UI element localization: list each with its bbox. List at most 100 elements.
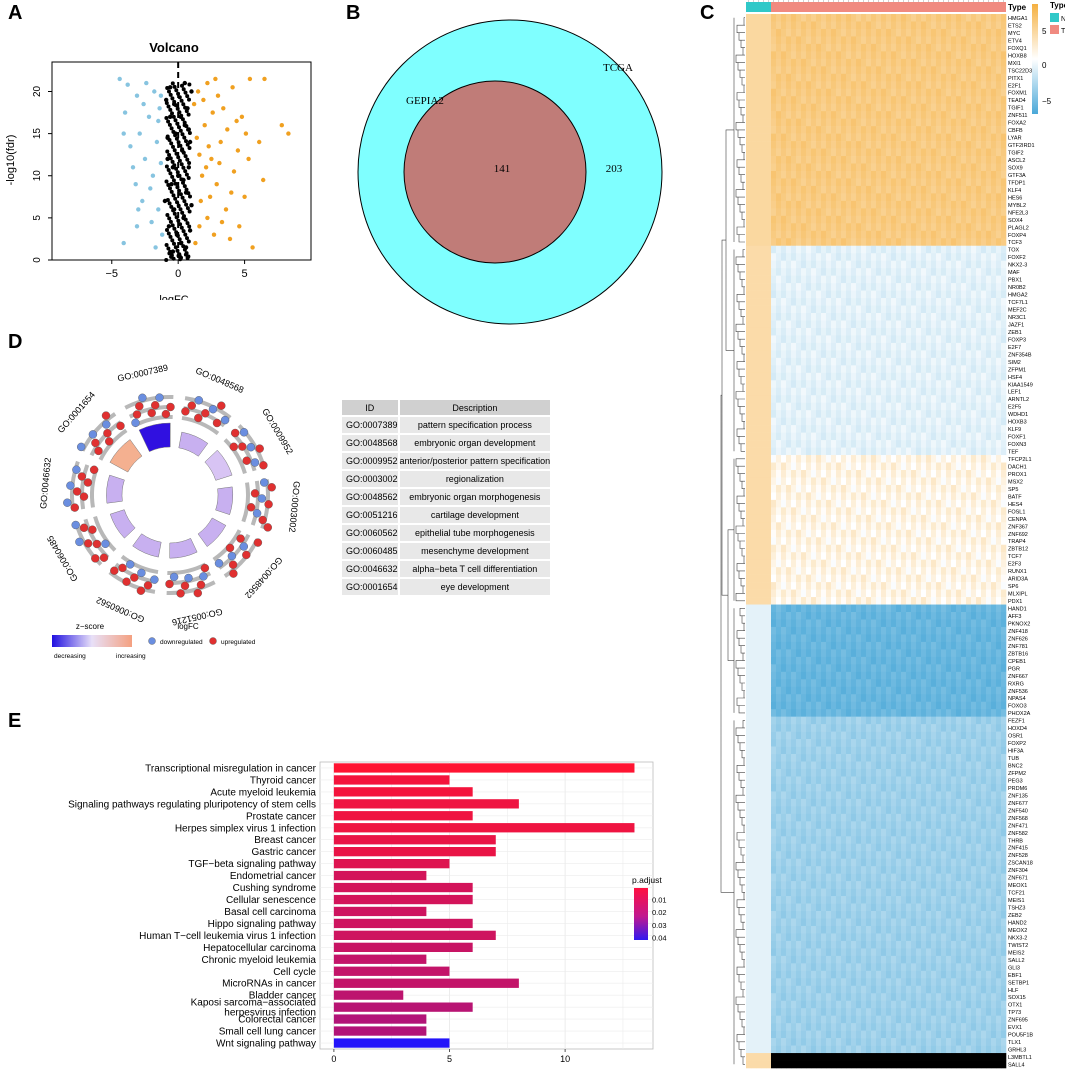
volcano-point [170, 96, 174, 100]
heatmap-cell [991, 365, 996, 373]
heatmap-cell [901, 582, 906, 590]
heatmap-cell [1001, 298, 1006, 306]
heatmap-cell [956, 664, 961, 672]
heatmap-cell [841, 59, 846, 67]
heatmap-cell [851, 126, 856, 134]
heatmap-cell [786, 186, 791, 194]
heatmap-cell [786, 545, 791, 553]
heatmap-cell [771, 149, 776, 157]
heatmap-cell [901, 246, 906, 254]
heatmap-cell [831, 522, 836, 530]
heatmap-cell [936, 463, 941, 471]
heatmap-cell [796, 455, 801, 463]
heatmap-cell [821, 66, 826, 74]
heatmap-cell [996, 380, 1001, 388]
heatmap-cell [946, 223, 951, 231]
heatmap-cell [941, 507, 946, 515]
heatmap-cell [771, 679, 776, 687]
heatmap-cell [866, 582, 871, 590]
heatmap-cell [746, 552, 751, 560]
heatmap-cell [796, 530, 801, 538]
volcano-point [153, 245, 157, 249]
heatmap-cell [821, 485, 826, 493]
heatmap-cell [901, 605, 906, 613]
heatmap-cell [776, 515, 781, 523]
heatmap-cell [906, 134, 911, 142]
heatmap-cell [956, 306, 961, 314]
heatmap-cell [841, 14, 846, 22]
heatmap-cell [816, 164, 821, 172]
heatmap-cell [866, 657, 871, 665]
heatmap-cell [981, 51, 986, 59]
heatmap-cell [746, 291, 751, 299]
heatmap-cell [916, 500, 921, 508]
heatmap-cell [791, 470, 796, 478]
heatmap-cell [896, 178, 901, 186]
heatmap-cell [911, 320, 916, 328]
heatmap-cell [771, 328, 776, 336]
heatmap-cell [916, 403, 921, 411]
heatmap-cell [946, 186, 951, 194]
heatmap-cell [756, 74, 761, 82]
heatmap-cell [751, 208, 756, 216]
heatmap-cell [906, 208, 911, 216]
heatmap-cell [846, 74, 851, 82]
heatmap-cell [841, 395, 846, 403]
heatmap-cell [876, 246, 881, 254]
heatmap-cell [886, 66, 891, 74]
heatmap-cell [901, 51, 906, 59]
heatmap-cell [1001, 418, 1006, 426]
heatmap-cell [871, 365, 876, 373]
heatmap-cell [851, 433, 856, 441]
heatmap-cell [971, 373, 976, 381]
heatmap-cell [821, 343, 826, 351]
heatmap-cell [821, 306, 826, 314]
heatmap-cell [876, 126, 881, 134]
heatmap-cell [891, 149, 896, 157]
heatmap-cell [1001, 642, 1006, 650]
volcano-point [181, 102, 185, 106]
heatmap-cell [776, 141, 781, 149]
heatmap-cell [766, 560, 771, 568]
heatmap-cell [836, 171, 841, 179]
heatmap-cell [906, 51, 911, 59]
heatmap-cell [836, 74, 841, 82]
heatmap-cell [761, 403, 766, 411]
heatmap-cell [996, 223, 1001, 231]
heatmap-cell [821, 350, 826, 358]
heatmap-cell [896, 537, 901, 545]
heatmap-cell [871, 537, 876, 545]
heatmap-cell [951, 455, 956, 463]
heatmap-cell [946, 320, 951, 328]
heatmap-cell [886, 448, 891, 456]
heatmap-cell [941, 380, 946, 388]
heatmap-cell [856, 350, 861, 358]
heatmap-cell [886, 298, 891, 306]
heatmap-cell [951, 515, 956, 523]
heatmap-cell [766, 178, 771, 186]
heatmap-cell [746, 590, 751, 598]
heatmap-cell [811, 358, 816, 366]
heatmap-cell [791, 597, 796, 605]
heatmap-cell [891, 679, 896, 687]
heatmap-cell [791, 612, 796, 620]
heatmap-cell [931, 605, 936, 613]
heatmap-cell [891, 627, 896, 635]
heatmap-cell [906, 537, 911, 545]
heatmap-cell [921, 485, 926, 493]
heatmap-cell [941, 634, 946, 642]
heatmap-cell [936, 89, 941, 97]
heatmap-cell [791, 463, 796, 471]
heatmap-cell [961, 149, 966, 157]
heatmap-cell [836, 29, 841, 37]
heatmap-cell [1001, 395, 1006, 403]
heatmap-cell [881, 448, 886, 456]
heatmap-cell [826, 395, 831, 403]
heatmap-cell [866, 522, 871, 530]
heatmap-cell [881, 74, 886, 82]
heatmap-cell [801, 343, 806, 351]
heatmap-cell [816, 567, 821, 575]
heatmap-cell [941, 560, 946, 568]
heatmap-cell [971, 657, 976, 665]
heatmap-cell [821, 605, 826, 613]
